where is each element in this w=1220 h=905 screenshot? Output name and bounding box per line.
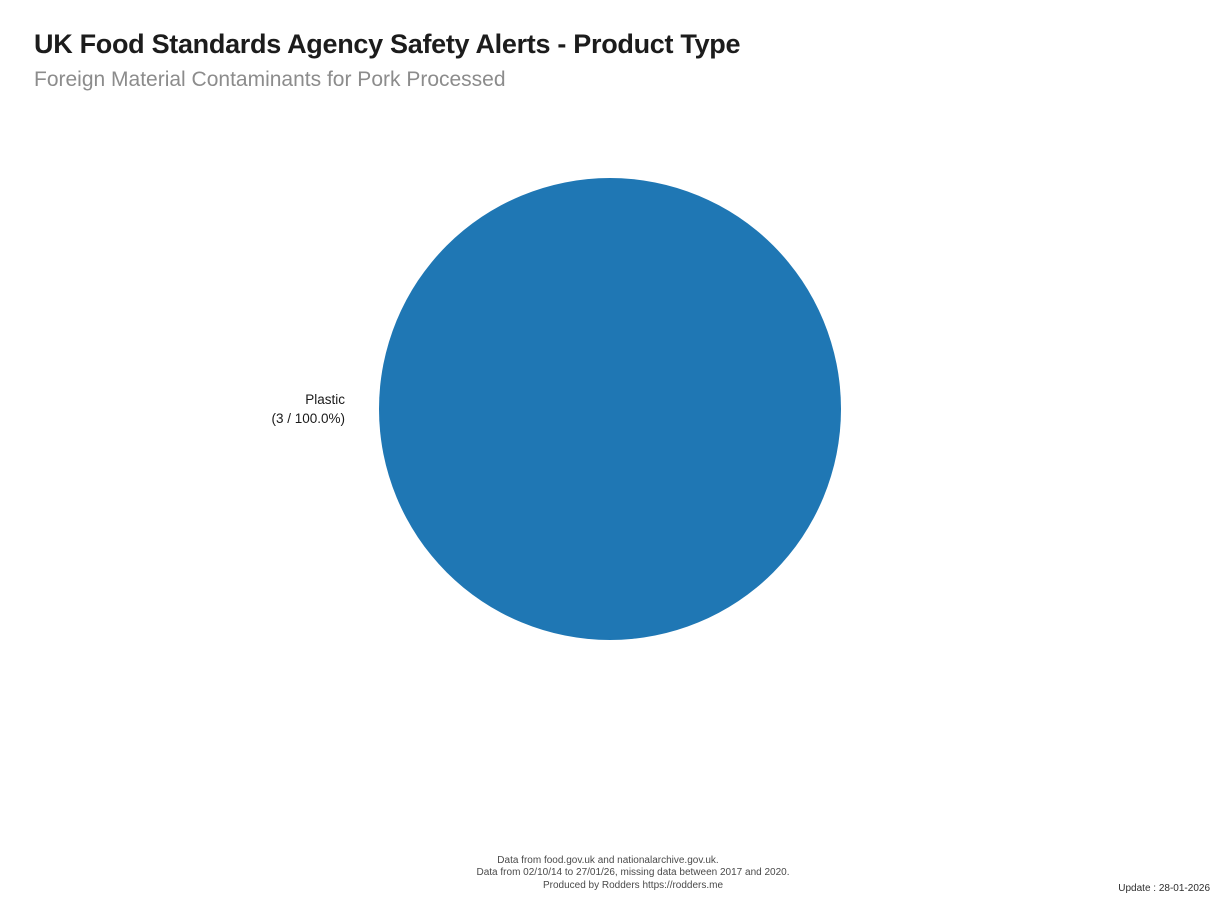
footer-produced-by: Produced by Rodders https://rodders.me — [542, 880, 724, 891]
update-date: Update : 28-01-2026 — [1118, 883, 1210, 894]
footer-data-source: Data from food.gov.uk and nationalarchiv… — [497, 855, 719, 866]
page-subtitle: Foreign Material Contaminants for Pork P… — [34, 68, 506, 91]
pie-slice-label-value: (3 / 100.0%) — [271, 411, 345, 426]
pie-slice-label-category: Plastic — [305, 392, 345, 407]
pie-slice-plastic — [379, 178, 841, 640]
page-title: UK Food Standards Agency Safety Alerts -… — [34, 29, 741, 59]
footer-date-range: Data from 02/10/14 to 27/01/26, missing … — [476, 867, 790, 878]
pie-slice-label: Plastic (3 / 100.0%) — [271, 390, 345, 428]
